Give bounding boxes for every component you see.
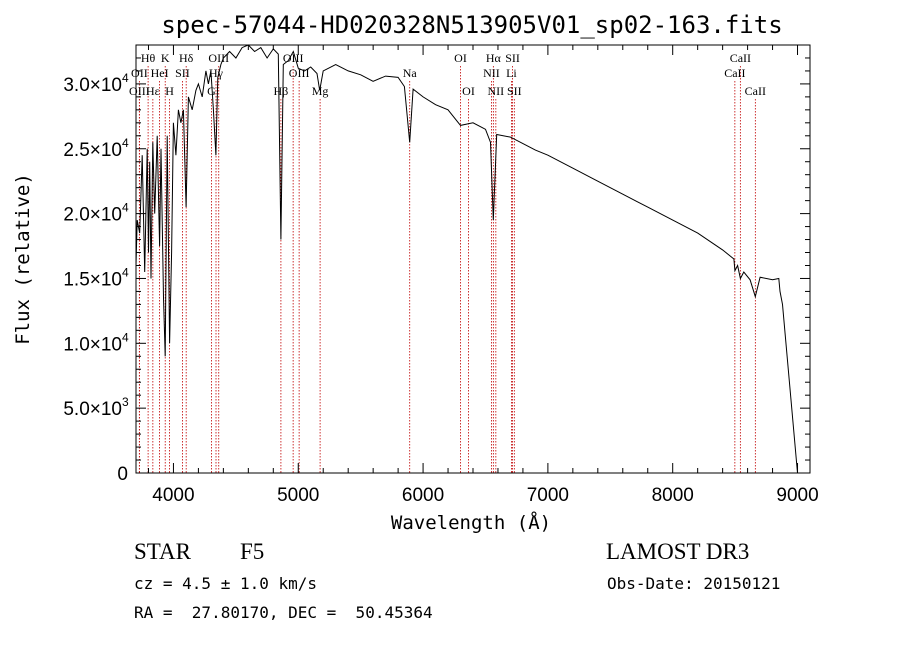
x-tick-label: 9000 (776, 485, 818, 506)
y-tick-exponent: 4 (122, 330, 129, 344)
spectral-line-label: Hε (146, 84, 160, 98)
spectral-line-label: K (161, 51, 170, 65)
spectral-line-label: NII (488, 84, 505, 98)
object-class: STAR (134, 539, 191, 564)
x-tick-label: 8000 (652, 485, 694, 506)
spectral-line-label: OII (131, 66, 148, 80)
spectral-line-label: H (165, 84, 174, 98)
y-tick-label: 1.5×10 (63, 269, 122, 290)
x-tick-label: 5000 (277, 485, 319, 506)
x-tick-label: 7000 (527, 485, 569, 506)
spectral-line-label: Mg (312, 84, 329, 98)
spectrum-chart: spec-57044-HD020328N513905V01_sp02-163.f… (12, 11, 819, 534)
spectral-line-label: Hα (486, 51, 502, 65)
spectral-line-label: HeI (151, 66, 169, 80)
plot-frame (135, 44, 811, 474)
y-axis-label: Flux (relative) (12, 173, 34, 345)
spectral-line-label: Hβ (274, 84, 289, 98)
spectral-line-label: Na (403, 66, 418, 80)
spectral-line-label: CaII (730, 51, 751, 65)
spectral-line-label: CaII (745, 84, 766, 98)
x-tick-label: 6000 (402, 485, 444, 506)
spectral-line-label: OI (454, 51, 467, 65)
y-tick-exponent: 4 (122, 71, 129, 85)
spectrum-series-line (135, 44, 798, 474)
x-tick-label: 4000 (152, 485, 194, 506)
spectral-line-label: SII (175, 66, 190, 80)
y-tick-exponent: 4 (122, 265, 129, 279)
object-subclass: F5 (240, 539, 265, 564)
y-tick-label: 0 (117, 464, 128, 485)
spectral-line-label: NII (483, 66, 500, 80)
y-tick-exponent: 3 (122, 395, 129, 409)
spectral-line-label: OIII (129, 84, 150, 98)
chart-title: spec-57044-HD020328N513905V01_sp02-163.f… (161, 11, 782, 39)
y-tick-label: 2.5×10 (63, 140, 122, 161)
spectral-line-label: G (207, 84, 216, 98)
spectral-line-label: SII (507, 84, 522, 98)
spectral-line-label: CaII (724, 66, 745, 80)
x-axis-label: Wavelength (Å) (391, 511, 551, 534)
sky-coordinates: RA = 27.80170, DEC = 50.45364 (134, 603, 433, 622)
y-tick-exponent: 4 (122, 136, 129, 150)
y-tick-label: 5.0×10 (63, 399, 122, 420)
survey-name: LAMOST DR3 (606, 539, 750, 564)
spectral-line-label: OI (462, 84, 475, 98)
y-tick-exponent: 4 (122, 201, 129, 215)
spectral-line-label: OIII (289, 66, 310, 80)
spectral-line-label: OIII (208, 51, 229, 65)
y-tick-label: 2.0×10 (63, 205, 122, 226)
spectral-line-label: Hδ (179, 51, 194, 65)
redshift-cz: cz = 4.5 ± 1.0 km/s (134, 574, 318, 593)
y-tick-label: 3.0×10 (63, 75, 122, 96)
y-tick-label: 1.0×10 (63, 334, 122, 355)
observation-date: Obs-Date: 20150121 (607, 574, 781, 593)
spectral-line-label: Hθ (141, 51, 156, 65)
spectral-line-label: Li (506, 66, 517, 80)
spectral-line-label: SII (505, 51, 520, 65)
